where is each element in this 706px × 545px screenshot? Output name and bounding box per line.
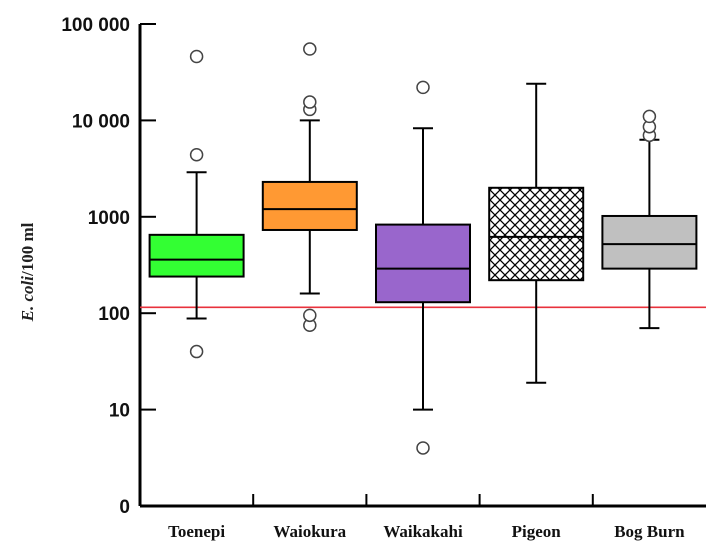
box-group	[488, 82, 585, 384]
box-group	[261, 42, 358, 332]
x-tick-label: Bog Burn	[614, 522, 685, 541]
box-bog-burn	[601, 214, 698, 270]
y-tick-label: 1000	[88, 208, 130, 229]
y-tick-label: 100	[98, 304, 130, 325]
svg-text:E. coli/100 ml: E. coli/100 ml	[18, 222, 37, 322]
y-tick-label: 10 000	[72, 111, 130, 132]
outlier-point	[303, 95, 317, 109]
box-waiokura	[261, 180, 358, 231]
outlier-point	[303, 308, 317, 323]
box-toenepi	[148, 233, 245, 278]
x-tick-label: Pigeon	[512, 522, 562, 541]
x-tick-label: Waiokura	[273, 522, 346, 541]
y-tick-label: 0	[119, 497, 130, 518]
y-axis-label: E. coli/100 ml	[18, 222, 37, 322]
box-group	[148, 49, 245, 359]
outlier-point	[416, 80, 430, 95]
y-axis-label-unit: /100 ml	[18, 222, 37, 277]
outlier-point	[189, 49, 204, 64]
outlier-point	[303, 42, 317, 56]
box-group	[601, 109, 698, 330]
outlier-point	[642, 109, 657, 124]
outlier-point	[416, 441, 430, 455]
box-pigeon	[488, 186, 585, 282]
x-tick-label: Toenepi	[168, 522, 225, 541]
y-tick-label: 100 000	[61, 15, 130, 36]
outlier-point	[189, 344, 204, 359]
x-tick-label: Waikakahi	[383, 522, 463, 541]
y-tick-label: 10	[109, 401, 130, 422]
box-group	[375, 80, 471, 455]
box-waikakahi	[375, 223, 471, 304]
outlier-point	[189, 148, 204, 162]
y-axis-label-italic: E. coli	[18, 276, 37, 323]
